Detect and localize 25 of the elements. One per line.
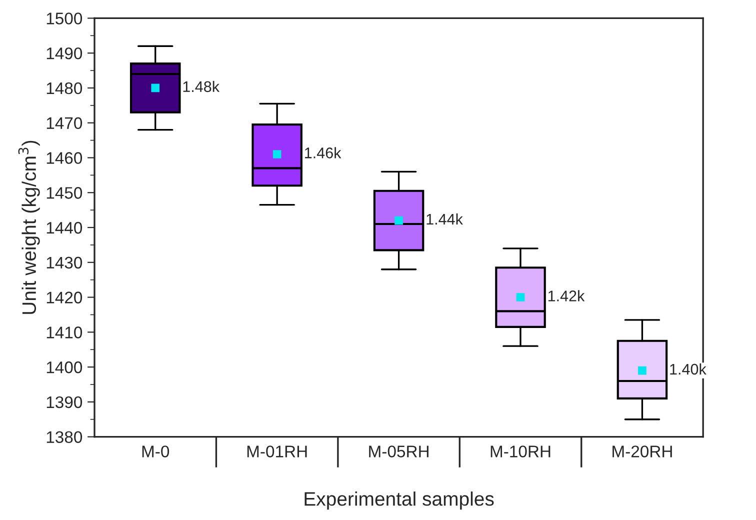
x-tick-label: M-05RH [369,446,428,458]
y-tick-label: 1500 [46,12,82,24]
y-tick-label: 1470 [46,117,82,130]
y-tick-label: 1390 [46,396,82,408]
x-tick-label: M-10RH [490,446,550,458]
y-tick-label: 1430 [46,256,82,269]
y-tick-label: 1490 [46,47,82,60]
x-tick-label: M-0 [142,446,170,458]
y-tick-label: 1400 [46,361,82,374]
annotation: 1.42k [548,290,585,302]
annotation: 1.46k [305,147,342,158]
y-tick-label: 1480 [46,82,82,94]
y-tick-label: 1450 [46,187,82,199]
x-axis-title: Experimental samples [304,492,494,510]
y-tick-label: 1460 [46,152,82,164]
x-tick-label: M-20RH [612,446,672,458]
y-tick-label: 1410 [46,326,82,338]
y-axis-title: Unit weight (kg/cm$^{3}$) [18,140,40,314]
annotation: 1.44k [426,213,463,224]
y-tick-label: 1380 [46,431,82,444]
y-tick-label: 1440 [46,222,82,234]
y-tick-label: 1420 [46,292,82,304]
x-tick-label: M-01RH [247,446,307,458]
annotation: 1.48k [183,80,220,92]
annotation: 1.40k [670,363,706,375]
